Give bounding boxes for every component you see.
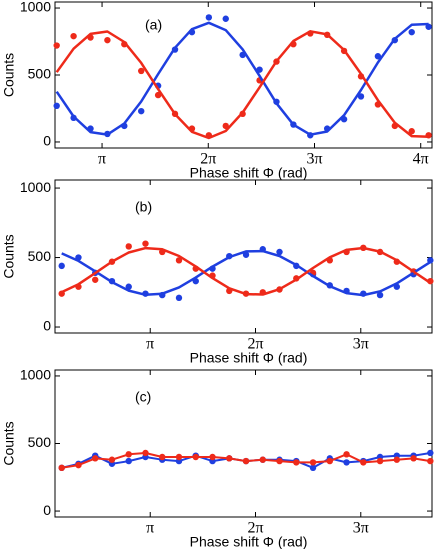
x-tick-label: 4π xyxy=(413,151,429,168)
plot-frame xyxy=(54,369,433,518)
plot-frame xyxy=(54,1,433,149)
data-point xyxy=(92,455,99,462)
data-point xyxy=(427,457,434,465)
panel: 0 500 1000 π 2π 3π 4π Phase shift Φ (rad) Counts… xyxy=(1,0,433,181)
line xyxy=(61,246,431,296)
y-tick-label: 0 xyxy=(43,318,51,334)
data-point xyxy=(125,243,132,250)
x-axis-label: Phase shift Φ (rad) xyxy=(190,165,308,181)
data-point xyxy=(205,14,213,21)
panel: 0 500 1000 π 2π 3π Phase shift Φ (rad) Counts (b… xyxy=(1,179,434,366)
data-point xyxy=(242,457,250,465)
data-point xyxy=(374,53,382,60)
data-point xyxy=(75,461,82,469)
y-tick-label: 500 xyxy=(28,66,52,82)
y-tick-label: 0 xyxy=(43,502,51,518)
x-tick-label: π xyxy=(146,520,154,537)
x-tick-label: π xyxy=(98,151,106,168)
data-point xyxy=(360,459,367,466)
y-tick-label: 0 xyxy=(43,133,51,149)
data-point xyxy=(104,36,111,44)
data-point xyxy=(326,457,333,465)
data-point xyxy=(138,107,145,115)
data-point xyxy=(70,32,77,40)
data-point xyxy=(408,28,415,36)
data-point xyxy=(376,457,384,465)
data-point xyxy=(125,283,132,290)
x-tick-label: 3π xyxy=(353,520,369,537)
data-point xyxy=(427,449,434,457)
data-point xyxy=(259,456,266,463)
data-point xyxy=(92,276,99,283)
data-point xyxy=(343,459,350,466)
panel-label: (a) xyxy=(145,17,162,33)
data-point xyxy=(222,15,229,22)
x-axis-label: Phase shift Φ (rad) xyxy=(190,350,308,366)
line xyxy=(61,249,431,297)
data-point xyxy=(138,67,145,75)
x-tick-label: 2π xyxy=(200,151,216,168)
x-tick-label: 2π xyxy=(247,520,263,537)
data-point xyxy=(142,449,149,457)
panel: 0 500 1000 π 2π 3π Phase shift Φ (rad) Counts (c… xyxy=(1,367,434,549)
x-axis-label: Phase shift Φ (rad) xyxy=(190,534,308,549)
data-point xyxy=(192,453,199,461)
data-point xyxy=(125,451,132,458)
data-point xyxy=(108,456,116,463)
data-point xyxy=(276,248,283,256)
data-point xyxy=(226,455,233,462)
y-tick-label: 500 xyxy=(28,248,52,264)
data-point xyxy=(408,128,415,135)
data-point xyxy=(357,93,365,100)
data-point xyxy=(175,453,183,461)
data-point xyxy=(58,262,65,270)
data-point xyxy=(175,294,183,302)
y-tick-label: 1000 xyxy=(20,179,51,195)
data-point xyxy=(209,453,216,461)
plot-frame xyxy=(54,179,433,334)
x-tick-label: 3π xyxy=(306,151,322,168)
y-tick-label: 1000 xyxy=(20,0,51,15)
data-point xyxy=(309,464,317,472)
data-point xyxy=(175,257,183,264)
y-axis-label: Counts xyxy=(1,53,17,97)
data-point xyxy=(276,457,283,465)
data-point xyxy=(309,459,317,466)
data-point xyxy=(393,456,401,463)
x-tick-label: π xyxy=(146,336,154,353)
data-point xyxy=(58,464,65,472)
data-point xyxy=(53,42,60,49)
panel-label: (b) xyxy=(135,199,152,215)
data-point xyxy=(410,455,417,462)
x-tick-label: 2π xyxy=(247,336,263,353)
y-tick-label: 500 xyxy=(28,434,52,450)
data-point xyxy=(343,451,350,458)
x-tick-label: 3π xyxy=(353,336,369,353)
data-point xyxy=(293,459,300,466)
line xyxy=(55,30,429,140)
y-axis-label: Counts xyxy=(1,421,17,465)
y-tick-label: 1000 xyxy=(20,367,51,383)
panel-label: (c) xyxy=(135,389,151,405)
data-point xyxy=(376,291,384,299)
line xyxy=(55,21,429,136)
data-point xyxy=(159,453,166,461)
data-point xyxy=(142,240,149,247)
y-axis-label: Counts xyxy=(1,234,17,278)
data-point xyxy=(53,102,60,110)
data-point xyxy=(125,457,132,465)
